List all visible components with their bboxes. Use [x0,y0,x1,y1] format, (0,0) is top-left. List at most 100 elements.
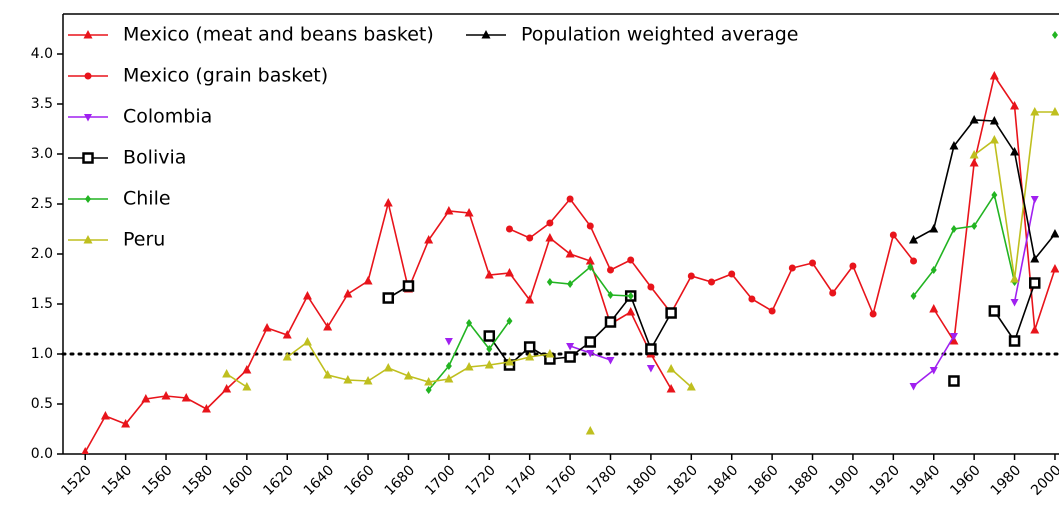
marker [666,384,676,393]
x-tick-label: 1960 [947,462,984,499]
marker [666,364,676,373]
marker [85,195,91,203]
marker [81,447,89,454]
plot-area [81,31,1059,454]
marker [809,259,817,267]
series-line [84,202,672,453]
marker [523,341,536,353]
x-tick-label: 1680 [382,462,419,499]
marker [988,305,1001,317]
x-tick-label: 1780 [584,462,621,499]
y-tick-label: 2.0 [31,246,53,262]
marker [686,382,696,391]
marker [910,257,918,265]
marker [82,152,94,164]
x-tick-label: 1540 [99,462,136,499]
marker [948,375,960,387]
x-tick-label: 1560 [139,462,176,499]
marker [1050,264,1059,273]
marker [545,233,555,242]
marker [929,367,938,375]
marker [201,404,211,413]
marker [604,316,617,328]
y-tick-label: 3.0 [31,146,53,162]
marker [525,295,535,304]
marker [989,135,999,144]
y-tick-label: 4.0 [31,46,53,62]
x-tick-label: 1940 [907,462,944,499]
marker [889,231,897,239]
marker [788,264,796,272]
marker [991,191,998,199]
marker [425,386,432,394]
marker [444,338,453,346]
series-line [913,119,1056,261]
marker [969,115,979,124]
x-tick-label: 1640 [301,462,338,499]
marker [1029,277,1041,289]
marker [748,295,756,303]
marker [504,357,514,366]
marker [1010,299,1019,307]
marker [606,357,615,365]
y-tick-label: 0.0 [31,446,53,462]
marker [586,222,594,230]
marker [282,352,292,361]
series-line [1013,198,1036,303]
y-tick-label: 1.5 [31,296,53,312]
y-tick-label: 3.5 [31,96,53,112]
marker [586,350,595,358]
marker [141,394,151,403]
marker [323,370,333,379]
x-tick-label: 1740 [503,462,540,499]
marker [1050,107,1059,116]
x-tick-label: 1820 [664,462,701,499]
marker [222,384,232,393]
marker [1010,274,1020,283]
marker [323,322,333,331]
marker [768,307,776,315]
marker [161,391,171,400]
marker [424,377,434,386]
marker [464,362,474,371]
y-tick-label: 2.5 [31,196,53,212]
marker [909,235,919,244]
marker [282,330,292,339]
marker [728,270,736,278]
series-line [993,282,1036,343]
marker [445,362,452,370]
marker [585,256,595,265]
marker [242,365,252,374]
marker [526,234,534,242]
x-tick-label: 1660 [341,462,378,499]
marker [1010,147,1020,156]
marker [646,365,655,373]
marker [950,225,957,233]
series-line [286,340,551,383]
marker [989,116,999,125]
marker [929,224,939,233]
marker [1030,325,1040,334]
marker [466,319,473,327]
marker [949,333,958,341]
marker [930,266,937,274]
legend-label: Peru [123,229,165,251]
marker [627,292,634,300]
x-tick-label: 1900 [826,462,863,499]
marker [484,360,494,369]
legend-label: Population weighted average [521,24,799,46]
marker [929,304,939,313]
marker [242,382,252,391]
marker [505,225,513,233]
marker [545,349,555,358]
marker [100,411,110,420]
x-tick-label: 1840 [705,462,742,499]
x-tick-label: 1520 [58,462,95,499]
marker [181,393,191,402]
marker [587,263,594,271]
x-tick-label: 1920 [866,462,903,499]
x-tick-label: 1800 [624,462,661,499]
x-tick-label: 1600 [220,462,257,499]
marker [627,256,635,264]
